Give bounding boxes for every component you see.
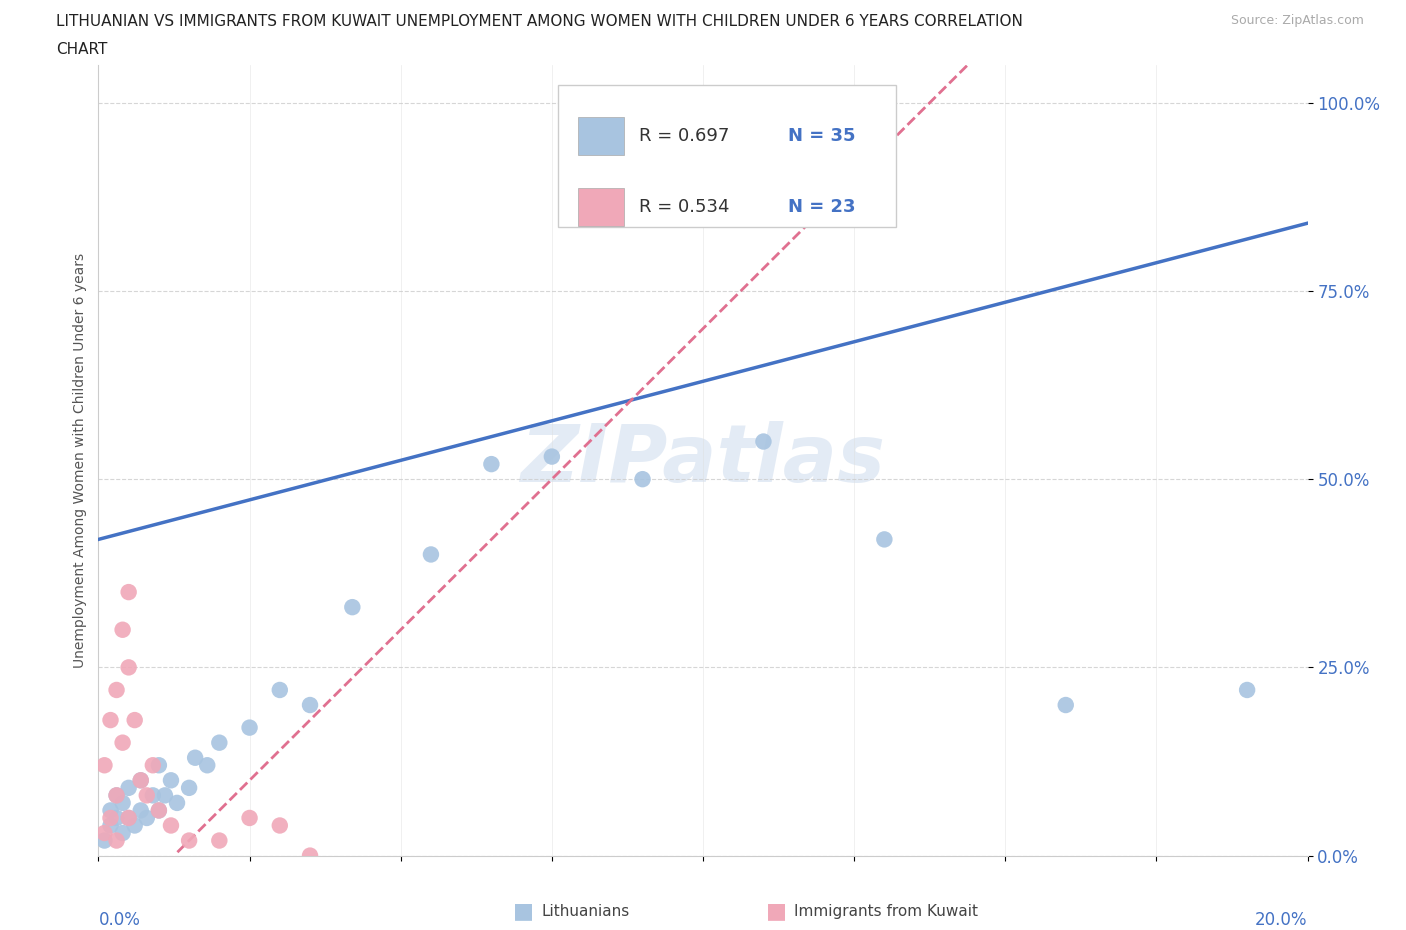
Point [135, 788, 157, 803]
Text: R = 0.697: R = 0.697 [638, 127, 730, 145]
Point [1236, 683, 1258, 698]
Point [93, 758, 115, 773]
Point [111, 795, 134, 810]
Point [100, 818, 122, 833]
Point [631, 472, 654, 486]
Text: ZIPatlas: ZIPatlas [520, 421, 886, 499]
Point [129, 773, 152, 788]
Text: LITHUANIAN VS IMMIGRANTS FROM KUWAIT UNEMPLOYMENT AMONG WOMEN WITH CHILDREN UNDE: LITHUANIAN VS IMMIGRANTS FROM KUWAIT UNE… [56, 14, 1024, 29]
Point [160, 818, 183, 833]
Point [239, 811, 262, 826]
Point [239, 720, 262, 735]
Point [105, 811, 128, 826]
Text: 0.0%: 0.0% [98, 911, 141, 929]
Point [118, 780, 141, 795]
Point [129, 803, 152, 817]
Point [118, 811, 141, 826]
Point [752, 434, 775, 449]
Point [420, 547, 443, 562]
Text: Source: ZipAtlas.com: Source: ZipAtlas.com [1230, 14, 1364, 27]
Point [118, 660, 141, 675]
Point [100, 811, 122, 826]
Point [105, 833, 128, 848]
Point [100, 712, 122, 727]
Point [153, 788, 176, 803]
Point [100, 803, 122, 817]
Text: N = 35: N = 35 [787, 127, 855, 145]
FancyBboxPatch shape [578, 117, 624, 155]
Point [208, 833, 231, 848]
Text: ■: ■ [766, 901, 787, 922]
Text: ■: ■ [513, 901, 534, 922]
Point [481, 457, 503, 472]
Y-axis label: Unemployment Among Women with Children Under 6 years: Unemployment Among Women with Children U… [73, 253, 87, 668]
FancyBboxPatch shape [578, 189, 624, 226]
Point [299, 698, 322, 712]
Point [111, 826, 134, 841]
Point [160, 773, 183, 788]
Point [148, 803, 170, 817]
FancyBboxPatch shape [558, 85, 897, 227]
Point [184, 751, 207, 765]
Point [148, 803, 170, 817]
Point [105, 788, 128, 803]
Point [105, 683, 128, 698]
Text: Immigrants from Kuwait: Immigrants from Kuwait [794, 904, 979, 919]
Point [93, 833, 115, 848]
Text: 20.0%: 20.0% [1256, 911, 1308, 929]
Point [148, 758, 170, 773]
Point [105, 788, 128, 803]
Text: N = 23: N = 23 [787, 198, 855, 217]
Point [269, 683, 291, 698]
Point [1054, 698, 1077, 712]
Point [124, 712, 146, 727]
Point [111, 622, 134, 637]
Point [195, 758, 218, 773]
Point [269, 818, 291, 833]
Point [179, 833, 201, 848]
Point [208, 736, 231, 751]
Point [540, 449, 562, 464]
Point [179, 780, 201, 795]
Text: R = 0.534: R = 0.534 [638, 198, 730, 217]
Point [299, 848, 322, 863]
Point [124, 818, 146, 833]
Point [142, 788, 165, 803]
Point [873, 532, 896, 547]
Point [93, 826, 115, 841]
Point [118, 811, 141, 826]
Point [118, 585, 141, 600]
Point [129, 773, 152, 788]
Text: CHART: CHART [56, 42, 108, 57]
Point [142, 758, 165, 773]
Text: Lithuanians: Lithuanians [541, 904, 630, 919]
Point [342, 600, 364, 615]
Point [111, 736, 134, 751]
Point [166, 795, 188, 810]
Point [135, 811, 157, 826]
